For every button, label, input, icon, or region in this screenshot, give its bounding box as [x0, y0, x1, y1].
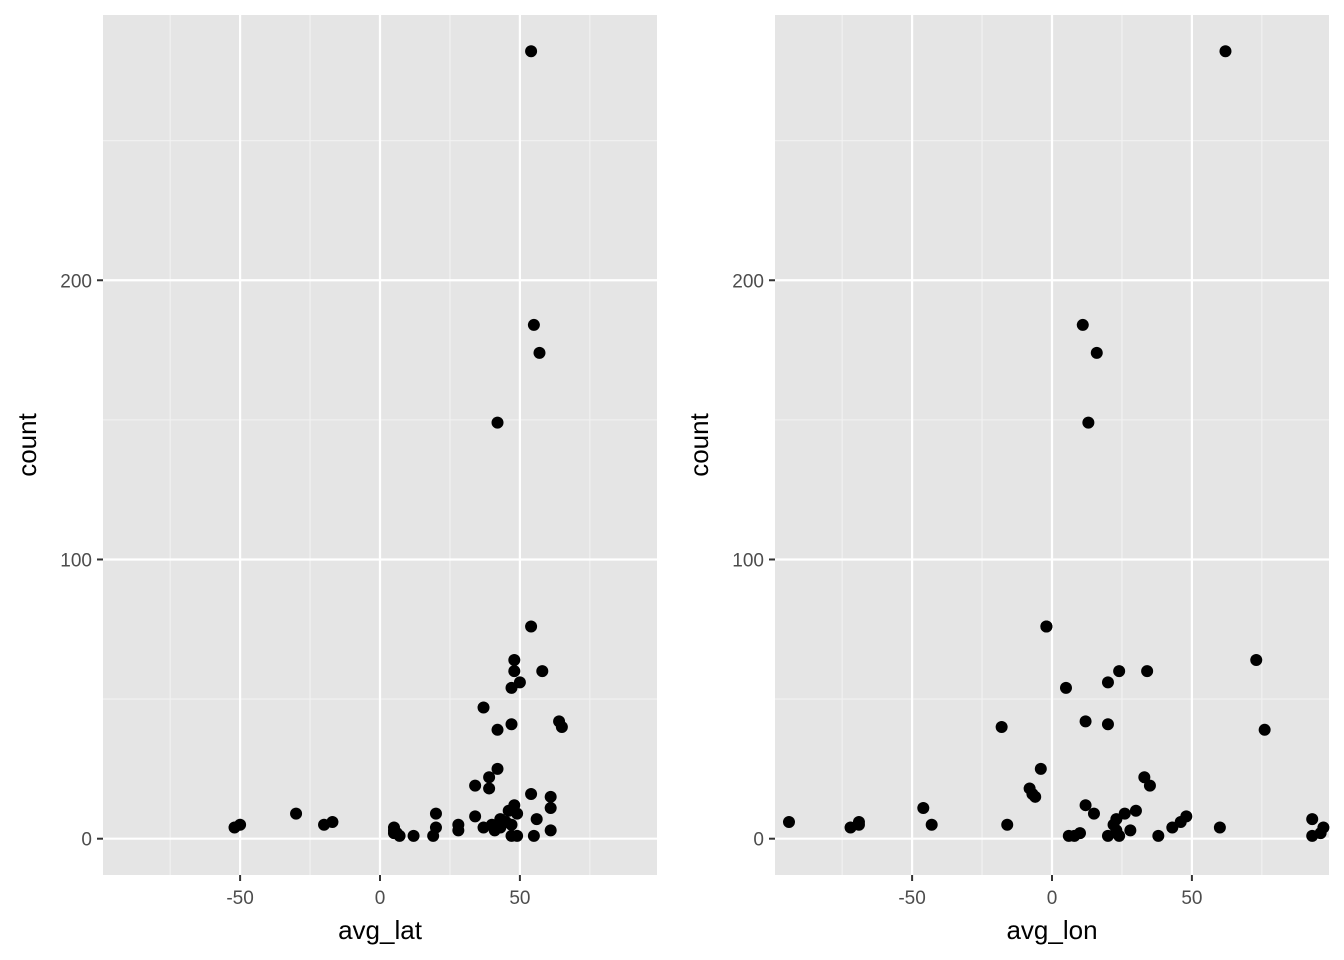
x-tick-label: 0	[375, 888, 386, 909]
data-point	[1250, 654, 1263, 666]
data-point	[290, 807, 303, 820]
data-point	[491, 723, 504, 736]
data-point	[469, 779, 482, 792]
data-point	[1040, 620, 1053, 633]
data-point	[917, 801, 930, 814]
data-point	[544, 801, 557, 814]
data-point	[1152, 829, 1165, 842]
panel-avg-lon: -50 0 50 0 100 200 avg_lon count	[684, 15, 1330, 945]
data-point	[491, 762, 504, 775]
axis-ticks: -50 0 50 0 100 200	[60, 271, 530, 909]
data-point	[494, 821, 507, 834]
data-points	[228, 45, 568, 842]
data-point	[533, 346, 546, 359]
data-point	[1029, 790, 1042, 803]
data-point	[477, 821, 490, 834]
data-point	[1001, 818, 1014, 831]
data-point	[1034, 762, 1047, 775]
data-point	[1079, 799, 1092, 812]
data-point	[925, 818, 938, 831]
data-point	[318, 818, 331, 831]
data-point	[544, 790, 557, 803]
data-point	[505, 681, 518, 694]
gridlines	[775, 15, 1329, 875]
y-tick-label: 200	[60, 271, 92, 292]
panel-avg-lat: -50 0 50 0 100 200 avg_lat count	[12, 15, 657, 945]
data-point	[1059, 681, 1072, 694]
data-point	[390, 827, 403, 840]
data-point	[1101, 829, 1114, 842]
y-axis-title: count	[684, 412, 714, 476]
data-point	[477, 701, 490, 714]
data-point	[1073, 827, 1086, 840]
y-tick-label: 100	[60, 550, 92, 571]
y-tick-label: 100	[732, 550, 764, 571]
data-point	[525, 788, 538, 801]
data-point	[1101, 718, 1114, 731]
data-point	[527, 829, 540, 842]
data-point	[469, 810, 482, 823]
data-point	[483, 782, 496, 795]
data-point	[1258, 723, 1271, 736]
data-point	[1090, 346, 1103, 359]
data-point	[505, 818, 518, 831]
data-point	[1306, 829, 1319, 842]
data-point	[228, 821, 241, 834]
data-point	[1124, 824, 1137, 837]
x-tick-label: -50	[226, 888, 253, 909]
data-point	[1087, 807, 1100, 820]
y-tick-label: 200	[732, 271, 764, 292]
data-point	[1076, 318, 1089, 331]
data-point	[491, 416, 504, 429]
x-tick-label: -50	[898, 888, 925, 909]
x-tick-label: 50	[509, 888, 530, 909]
x-tick-label: 0	[1047, 888, 1058, 909]
x-axis-title: avg_lon	[1006, 915, 1097, 945]
data-point	[1082, 416, 1095, 429]
data-point	[1101, 676, 1114, 689]
data-point	[429, 821, 442, 834]
data-point	[1213, 821, 1226, 834]
data-point	[452, 824, 465, 837]
data-point	[1079, 715, 1092, 728]
data-point	[782, 815, 795, 828]
gridlines	[103, 15, 657, 875]
data-point	[544, 824, 557, 837]
data-point	[1113, 829, 1126, 842]
data-point	[429, 807, 442, 820]
axis-ticks: -50 0 50 0 100 200	[732, 271, 1202, 909]
data-point	[502, 804, 515, 817]
data-point	[555, 721, 568, 734]
data-point	[844, 821, 857, 834]
data-point	[536, 665, 549, 678]
y-axis-title: count	[12, 412, 42, 476]
data-point	[505, 718, 518, 731]
data-point	[525, 45, 538, 58]
data-point	[995, 721, 1008, 734]
data-points	[782, 45, 1330, 842]
y-tick-label: 0	[81, 830, 92, 851]
data-point	[1306, 813, 1319, 826]
x-axis-title: avg_lat	[338, 915, 423, 945]
data-point	[1166, 821, 1179, 834]
data-point	[530, 813, 543, 826]
data-point	[508, 665, 521, 678]
data-point	[407, 829, 420, 842]
data-point	[1219, 45, 1232, 58]
data-point	[525, 620, 538, 633]
data-point	[1113, 665, 1126, 678]
data-point	[1141, 665, 1154, 678]
data-point	[1062, 829, 1075, 842]
data-point	[508, 654, 521, 666]
data-point	[511, 829, 524, 842]
data-point	[1143, 779, 1156, 792]
data-point	[483, 771, 496, 784]
y-tick-label: 0	[753, 830, 764, 851]
x-tick-label: 50	[1181, 888, 1202, 909]
data-point	[1129, 804, 1142, 817]
data-point	[527, 318, 540, 331]
